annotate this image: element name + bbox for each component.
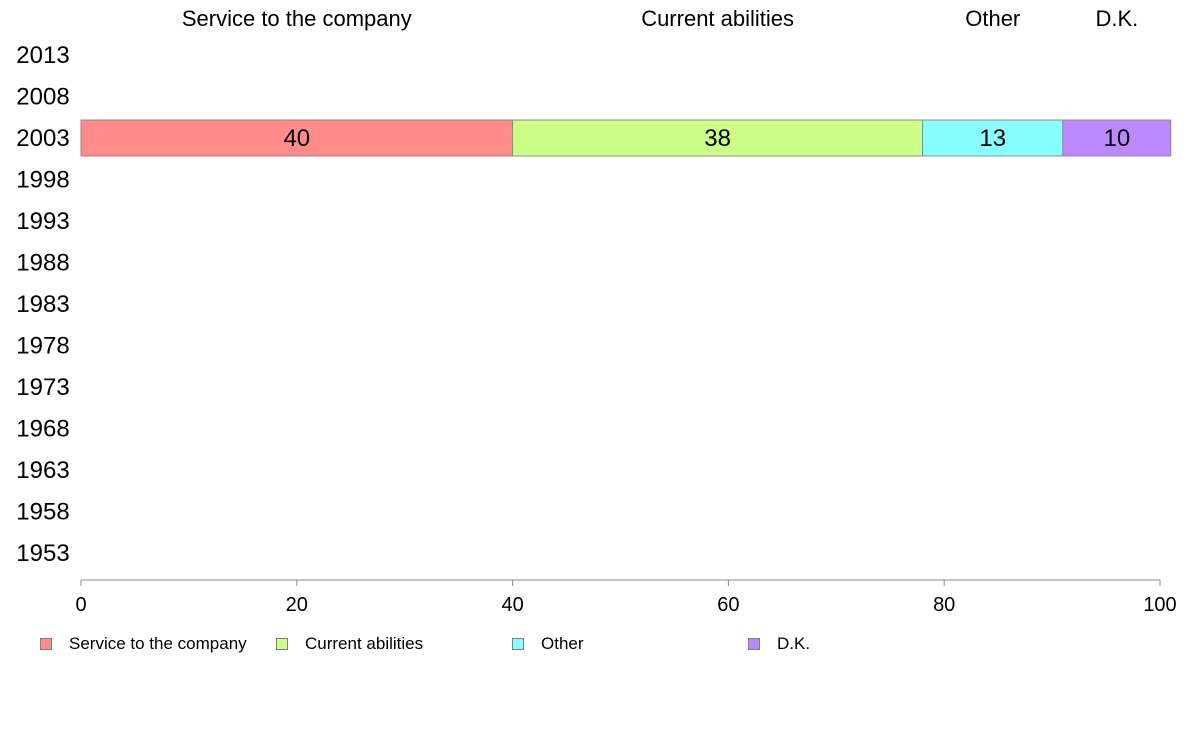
- y-tick-label: 1978: [16, 333, 69, 360]
- x-tick-label: 0: [75, 594, 86, 616]
- legend-swatch-other: [512, 638, 524, 650]
- column-header: Current abilities: [641, 6, 794, 31]
- data-label: 38: [704, 125, 731, 152]
- x-tick-label: 60: [717, 594, 739, 616]
- data-label: 13: [979, 125, 1006, 152]
- y-tick-label: 1993: [16, 208, 69, 235]
- y-tick-label: 2013: [16, 42, 69, 69]
- legend: Service to the company Current abilities…: [0, 634, 1188, 656]
- legend-swatch-service: [40, 638, 52, 650]
- y-tick-label: 1983: [16, 291, 69, 318]
- column-header: Service to the company: [182, 6, 412, 31]
- legend-label-service: Service to the company: [69, 634, 247, 653]
- x-tick-label: 80: [933, 594, 955, 616]
- legend-item-other: Other: [512, 634, 584, 654]
- x-tick-label: 40: [501, 594, 523, 616]
- y-tick-label: 1953: [16, 540, 69, 567]
- y-tick-label: 1998: [16, 167, 69, 194]
- y-tick-label: 1973: [16, 374, 69, 401]
- x-tick-label: 100: [1143, 594, 1176, 616]
- legend-label-dk: D.K.: [777, 634, 811, 653]
- y-tick-label: 2008: [16, 84, 69, 111]
- bar-segment: [1062, 119, 1172, 157]
- bar-segment: [512, 119, 924, 157]
- data-label: 10: [1103, 125, 1130, 152]
- bar-segment: [80, 119, 514, 157]
- y-tick-label: 2003: [16, 125, 69, 152]
- legend-label-other: Other: [541, 634, 584, 653]
- y-tick-label: 1958: [16, 499, 69, 526]
- column-header: D.K.: [1095, 6, 1138, 31]
- legend-item-service: Service to the company: [40, 634, 247, 654]
- legend-item-dk: D.K.: [748, 634, 810, 654]
- y-tick-label: 1968: [16, 416, 69, 443]
- legend-label-current-abilities: Current abilities: [305, 634, 424, 653]
- y-tick-label: 1988: [16, 250, 69, 277]
- bar-segment: [922, 119, 1064, 157]
- y-tick-label: 1963: [16, 457, 69, 484]
- x-tick-label: 20: [286, 594, 308, 616]
- column-header: Other: [965, 6, 1020, 31]
- legend-item-current-abilities: Current abilities: [276, 634, 423, 654]
- legend-swatch-current-abilities: [276, 638, 288, 650]
- legend-swatch-dk: [748, 638, 760, 650]
- data-label: 40: [283, 125, 310, 152]
